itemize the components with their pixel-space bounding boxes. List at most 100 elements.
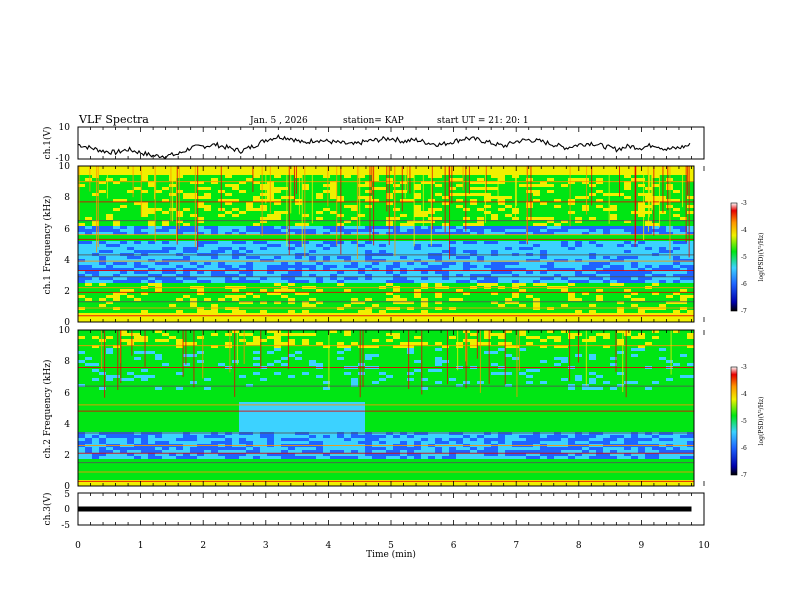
spectrogram-cell (295, 333, 302, 336)
spectrogram-cell (414, 360, 421, 363)
spectrogram-cell (309, 360, 316, 363)
spectrogram-cell (274, 247, 281, 250)
spectrogram-cell (323, 313, 330, 316)
spectrogram-cell (456, 384, 463, 387)
spectrogram-cell (106, 226, 113, 229)
spectrogram-cell (610, 435, 617, 438)
spectrogram-cell (666, 259, 673, 262)
spectrogram-cell (554, 375, 561, 378)
spectrogram-cell (386, 298, 393, 301)
spectrogram-cell (204, 205, 211, 208)
spectrogram-cell (470, 166, 477, 169)
spectrogram-cell (547, 229, 554, 232)
spectrogram-cell (239, 169, 246, 172)
spectrogram-cell (687, 417, 694, 420)
spectrogram-cell (407, 199, 414, 202)
spectrogram-cell (302, 175, 309, 178)
spectrogram-cell (673, 166, 680, 169)
spectrogram-cell (253, 363, 260, 366)
spectrogram-cell (169, 408, 176, 411)
spectrogram-cell (673, 310, 680, 313)
spectrogram-cell (624, 429, 631, 432)
spectrogram-cell (491, 166, 498, 169)
spectrogram-cell (351, 226, 358, 229)
spectrogram-cell (295, 187, 302, 190)
spectrogram-cell (288, 208, 295, 211)
spectrogram-cell (141, 393, 148, 396)
spectrogram-cell (358, 211, 365, 214)
spectrogram-cell (372, 345, 379, 348)
spectrogram-cell (78, 187, 85, 190)
spectrogram-cell (477, 166, 484, 169)
spectrogram-cell (92, 169, 99, 172)
spectrogram-cell (323, 190, 330, 193)
spectrogram-cell (624, 360, 631, 363)
spectrogram-cell (491, 405, 498, 408)
spectrogram-cell (260, 208, 267, 211)
spectrogram-cell (673, 265, 680, 268)
spectrogram-cell (498, 414, 505, 417)
spectrogram-cell (687, 319, 694, 322)
spectrogram-cell (92, 292, 99, 295)
spectrogram-cell (365, 432, 372, 435)
spectrogram-cell (141, 402, 148, 405)
spectrogram-cell (316, 265, 323, 268)
spectrogram-cell (141, 172, 148, 175)
spectrogram-cell (435, 256, 442, 259)
spectrogram-cell (484, 181, 491, 184)
spectrogram-cell (85, 241, 92, 244)
spectrogram-cell (316, 277, 323, 280)
spectrogram-cell (288, 226, 295, 229)
spectrogram-cell (239, 241, 246, 244)
spectrogram-cell (589, 351, 596, 354)
spectrogram-cell (239, 402, 246, 405)
spectrogram-cell (519, 402, 526, 405)
spectrogram-cell (134, 432, 141, 435)
spectrogram-cell (568, 214, 575, 217)
spectrogram-cell (589, 244, 596, 247)
spectrogram-cell (589, 336, 596, 339)
spectrogram-cell (400, 313, 407, 316)
spectrogram-cell (106, 268, 113, 271)
spectrogram-cell (197, 208, 204, 211)
spectrogram-cell (561, 330, 568, 333)
spectrogram-cell (379, 271, 386, 274)
spectrogram-cell (134, 336, 141, 339)
spectrogram-cell (162, 247, 169, 250)
spectrogram-cell (330, 232, 337, 235)
spectrogram-cell (365, 310, 372, 313)
spectrogram-cell (484, 202, 491, 205)
spectrogram-cell (687, 262, 694, 265)
spectrogram-cell (526, 205, 533, 208)
spectrogram-cell (393, 184, 400, 187)
spectrogram-cell (463, 259, 470, 262)
spectrogram-cell (141, 396, 148, 399)
spectrogram-cell (113, 247, 120, 250)
spectrogram-cell (393, 351, 400, 354)
spectrogram-cell (582, 360, 589, 363)
spectrogram-cell (561, 316, 568, 319)
spectrogram-cell (519, 348, 526, 351)
spectrogram-cell (442, 307, 449, 310)
spectrogram-cell (183, 226, 190, 229)
spectrogram-cell (582, 277, 589, 280)
spectrogram-cell (92, 283, 99, 286)
spectrogram-cell (295, 414, 302, 417)
spectrogram-cell (568, 298, 575, 301)
spectrogram-cell (638, 205, 645, 208)
spectrogram-cell (393, 390, 400, 393)
spectrogram-cell (106, 280, 113, 283)
spectrogram-cell (435, 241, 442, 244)
spectrogram-cell (519, 345, 526, 348)
spectrogram-cell (491, 205, 498, 208)
spectrogram-cell (267, 277, 274, 280)
spectrogram-cell (78, 384, 85, 387)
spectrogram-cell (218, 354, 225, 357)
spectrogram-cell (512, 313, 519, 316)
spectrogram-cell (92, 375, 99, 378)
spectrogram-cell (365, 205, 372, 208)
spectrogram-cell (183, 220, 190, 223)
spectrogram-cell (659, 396, 666, 399)
spectrogram-cell (519, 232, 526, 235)
spectrogram-cell (505, 262, 512, 265)
